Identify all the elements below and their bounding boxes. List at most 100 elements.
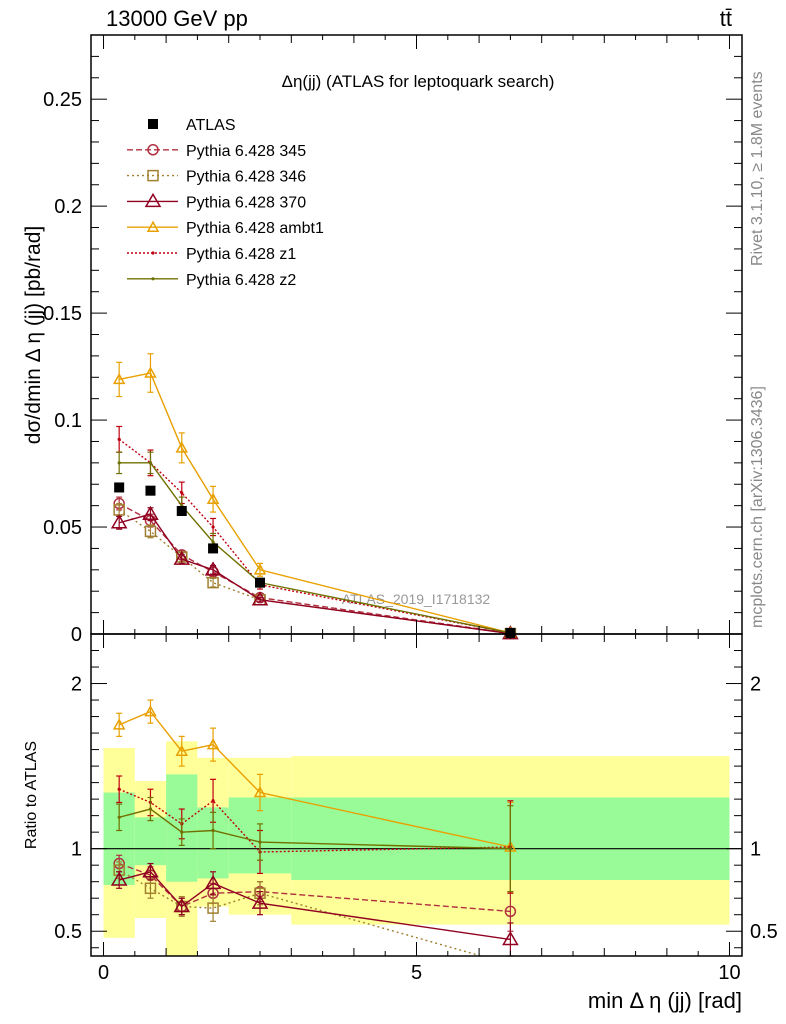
data-point-p346 [207,576,219,589]
atlas-data-point [114,482,125,493]
data-point-z2 [508,847,512,851]
legend-item: Pythia 6.428 345 [127,143,306,160]
data-point-p370 [173,550,191,565]
legend-item: Pythia 6.428 ambt1 [127,220,324,237]
data-point-ambt1 [206,738,220,750]
ratio-inner-band [134,817,167,866]
ratio-y-axis-label: Ratio to ATLAS [23,741,40,849]
data-point-z1 [117,437,121,441]
y-tick-label: 2 [71,674,82,696]
series-line-z2 [118,808,511,850]
legend-item: Pythia 6.428 z1 [127,246,296,263]
data-point-z1 [211,799,215,803]
data-point-p370 [502,930,519,946]
y-tick-label: 0.15 [43,303,82,325]
data-point-ambt1 [112,372,126,385]
data-point-ambt1 [112,718,126,730]
legend: ATLAS Pythia 6.428 345 Pythia 6.428 346 Pyt… [127,117,324,289]
legend-label: Pythia 6.428 ambt1 [186,220,324,237]
data-point-p370 [204,874,222,890]
series-p345 [113,496,517,640]
y-tick-label: 0.05 [43,517,82,539]
mcplots-label: mcplots.cern.ch [arXiv:1306.3436] [749,386,766,628]
legend-label: ATLAS [186,117,236,134]
series-line-z2 [119,462,511,634]
series-z2 [116,796,514,893]
series-line-p370 [118,513,511,635]
legend-marker [151,277,155,281]
legend-item: ATLAS [148,117,236,134]
y-tick-label-right: 2 [750,674,761,696]
y-tick-label: 0.5 [54,921,82,943]
legend-marker [147,144,159,156]
watermark: ATLAS_2019_I1718132 [342,591,491,607]
y-tick-label: 0.25 [43,89,82,111]
atlas-data-point [255,577,266,588]
data-point-p345 [504,905,517,918]
atlas-data-point [208,543,219,554]
x-tick-label: 5 [411,962,422,984]
y-tick-label: 1 [71,839,82,861]
data-point-p370 [173,897,191,913]
energy-label: 13000 GeV pp [106,6,248,31]
series-line-ambt1 [118,710,511,848]
data-point-p370 [204,561,222,576]
series-line-ambt1 [119,372,511,634]
atlas-data-point [176,505,187,516]
legend-marker [146,220,160,232]
y-tick-label: 0.1 [54,410,82,432]
legend-item: Pythia 6.428 346 [127,169,306,186]
data-point-p346 [144,525,157,538]
y-tick-label: 0 [71,624,82,646]
data-point-z1 [180,491,184,495]
data-point-p346 [207,902,219,914]
data-point-z2 [258,840,262,844]
legend-marker [151,251,155,255]
data-point-z2 [180,830,184,834]
legend-label: Pythia 6.428 z1 [186,246,296,263]
legend-label: Pythia 6.428 z2 [186,272,296,289]
chart-title: Δη(jj) (ATLAS for leptoquark search) [282,72,555,91]
data-point-ambt1 [175,744,189,756]
x-tick-label: 0 [98,962,109,984]
x-tick-label: 10 [718,962,740,984]
data-point-p370 [251,591,269,606]
legend-marker [144,192,162,208]
series-line-p346 [118,509,511,635]
data-point-ambt1 [206,492,220,504]
series-line-p345 [118,502,511,635]
data-point-ambt1 [253,785,267,798]
data-point-p370 [110,514,128,529]
data-point-p370 [251,894,269,909]
data-point-z1 [117,787,121,791]
data-point-ambt1 [144,366,157,378]
y-tick-label-right: 0.5 [750,921,778,943]
data-point-p370 [142,863,159,878]
data-point-z1 [211,525,215,529]
data-point-z2 [211,828,215,833]
data-point-z2 [211,540,215,544]
data-point-z2 [117,815,121,819]
x-axis-label: min Δ η (jj) [rad] [588,988,742,1013]
data-point-ambt1 [175,441,189,453]
data-point-z2 [117,461,121,465]
legend-item: Pythia 6.428 370 [127,192,306,211]
data-point-ambt1 [144,705,157,717]
data-point-z2 [148,461,153,465]
legend-marker [147,169,159,182]
data-point-ambt1 [253,563,267,575]
series-line-z1 [118,438,511,634]
legend-label: Pythia 6.428 345 [186,143,306,160]
y-tick-label-right: 1 [750,839,761,861]
legend-item: Pythia 6.428 z2 [127,272,296,289]
data-point-p370 [110,871,128,886]
series-p370 [110,862,519,957]
main-panel: Δη(jj) (ATLAS for leptoquark search) ATL… [22,34,743,646]
series-line-z1 [118,788,511,853]
legend-label: Pythia 6.428 370 [186,194,306,211]
legend-marker [148,119,158,129]
data-point-p370 [142,505,159,520]
ratio-panel: Ratio to ATLAS 0 5 10 0.5 0.5 1 1 2 2 [23,633,778,984]
rivet-label: Rivet 3.1.10, ≥ 1.8M events [749,71,766,266]
